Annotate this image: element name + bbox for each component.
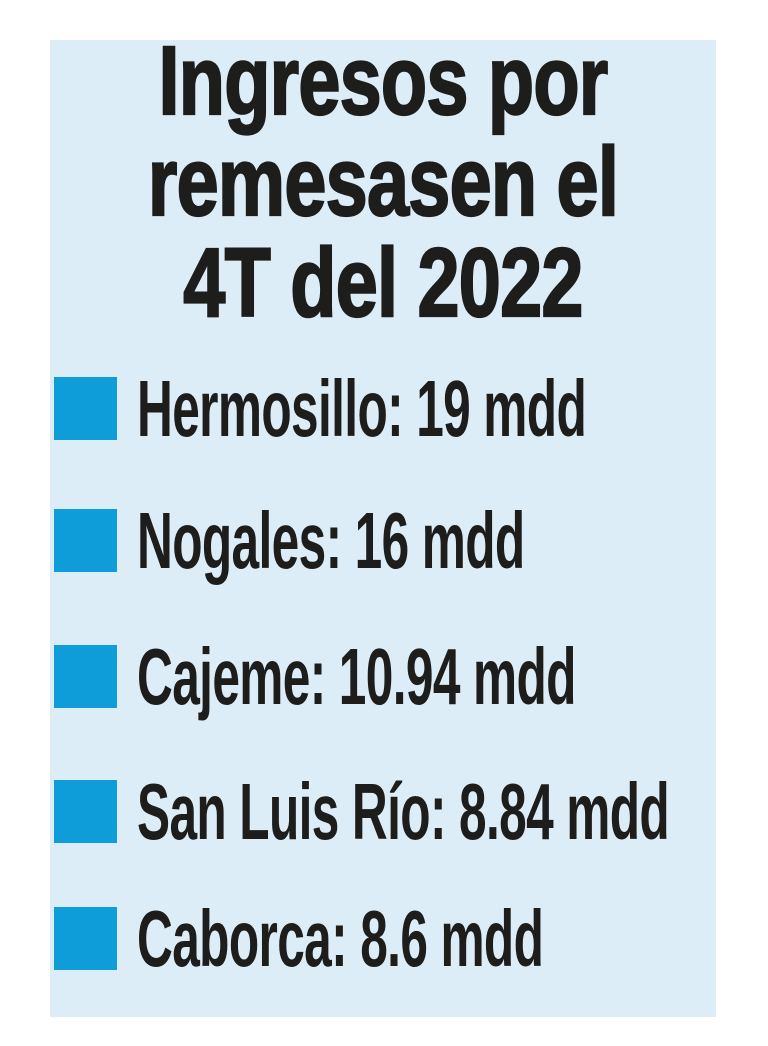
chart-title-line-1: Ingresos por xyxy=(158,26,609,135)
list-item-label: Nogales: 16 mdd xyxy=(137,495,525,585)
bullet-square-icon xyxy=(54,780,117,843)
chart-title-line-3: 4T del 2022 xyxy=(182,228,584,337)
list-item-cajeme: Cajeme: 10.94 mdd xyxy=(54,636,768,716)
chart-title: Ingresos por remesasen el 4T del 2022 xyxy=(50,26,716,337)
bullet-square-icon xyxy=(54,645,117,708)
bullet-square-icon xyxy=(54,907,117,970)
list-item-hermosillo: Hermosillo: 19 mdd xyxy=(54,368,768,448)
list-item-label: Cajeme: 10.94 mdd xyxy=(137,631,576,721)
list-item-label: Caborca: 8.6 mdd xyxy=(137,893,544,983)
list-item-nogales: Nogales: 16 mdd xyxy=(54,500,762,580)
infographic-panel: Ingresos por remesasen el 4T del 2022 He… xyxy=(50,29,716,1017)
bullet-square-icon xyxy=(54,509,117,572)
list-item-san-luis-rio: San Luis Río: 8.84 mdd xyxy=(54,771,768,851)
list-item-label: Hermosillo: 19 mdd xyxy=(137,363,587,453)
list-item-caborca: Caborca: 8.6 mdd xyxy=(54,898,768,978)
bullet-square-icon xyxy=(54,377,117,440)
chart-title-line-2: remesasen el xyxy=(147,127,620,236)
list-item-label: San Luis Río: 8.84 mdd xyxy=(137,766,670,856)
